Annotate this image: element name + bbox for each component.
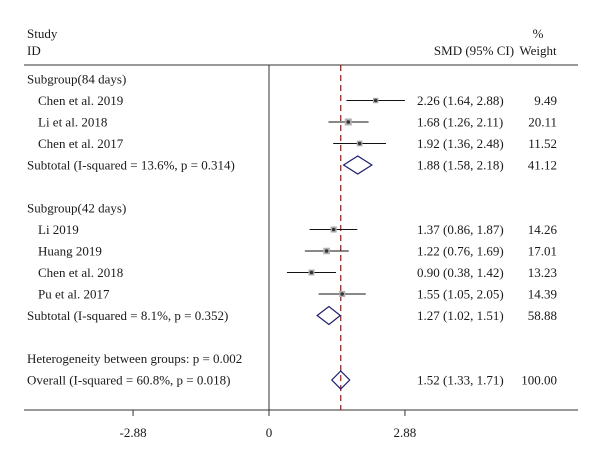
point-estimate [340,292,344,296]
weight-value: 11.52 [528,136,557,151]
subgroup-label: Subgroup(42 days) [27,201,126,216]
ci-value: 1.52 (1.33, 1.71) [417,373,504,388]
x-tick-label: 2.88 [394,425,417,440]
header-weight: Weight [519,43,557,58]
study-label: Li 2019 [38,222,79,237]
point-estimate [324,249,329,253]
weight-value: 17.01 [528,244,557,259]
point-estimate [373,98,378,103]
header-study: Study [27,26,58,41]
study-label: Pu et al. 2017 [38,287,110,302]
header-percent: % [533,26,544,41]
ci-value: 1.92 (1.36, 2.48) [417,136,504,151]
ci-value: 1.37 (0.86, 1.87) [417,222,504,237]
study-label: Chen et al. 2019 [38,93,123,108]
x-tick-label: -2.88 [120,425,147,440]
header-smd: SMD (95% CI) [434,43,514,58]
pooled-diamond [342,155,374,175]
weight-value: 20.11 [528,115,557,130]
pooled-diamond [316,305,342,326]
header-id: ID [27,43,41,58]
study-label: Chen et al. 2017 [38,136,124,151]
ci-value: 2.26 (1.64, 2.88) [417,93,504,108]
subgroup-label: Subgroup(84 days) [27,72,126,87]
subtotal-label: Overall (I-squared = 60.8%, p = 0.018) [27,373,230,388]
weight-value: 14.26 [528,222,558,237]
study-label: Chen et al. 2018 [38,265,123,280]
pooled-diamond [330,370,351,390]
weight-value: 9.49 [534,93,557,108]
weight-value: 58.88 [528,308,557,323]
ci-value: 1.88 (1.58, 2.18) [417,158,504,173]
point-estimate [309,270,314,275]
weight-value: 100.00 [521,373,557,388]
ci-value: 1.55 (1.05, 2.05) [417,287,504,302]
x-tick-label: 0 [266,425,273,440]
study-label: Li et al. 2018 [38,115,107,130]
point-estimate [346,120,351,124]
ci-value: 1.68 (1.26, 2.11) [417,115,503,130]
ci-value: 0.90 (0.38, 1.42) [417,265,504,280]
point-estimate [357,141,362,146]
ci-value: 1.27 (1.02, 1.51) [417,308,504,323]
weight-value: 14.39 [528,287,557,302]
subgroup-label: Heterogeneity between groups: p = 0.002 [27,351,242,366]
weight-value: 13.23 [528,265,557,280]
study-label: Huang 2019 [38,244,102,259]
subtotal-label: Subtotal (I-squared = 8.1%, p = 0.352) [27,308,228,323]
point-estimate [331,227,336,232]
weight-value: 41.12 [528,158,557,173]
subtotal-label: Subtotal (I-squared = 13.6%, p = 0.314) [27,158,235,173]
ci-value: 1.22 (0.76, 1.69) [417,244,504,259]
